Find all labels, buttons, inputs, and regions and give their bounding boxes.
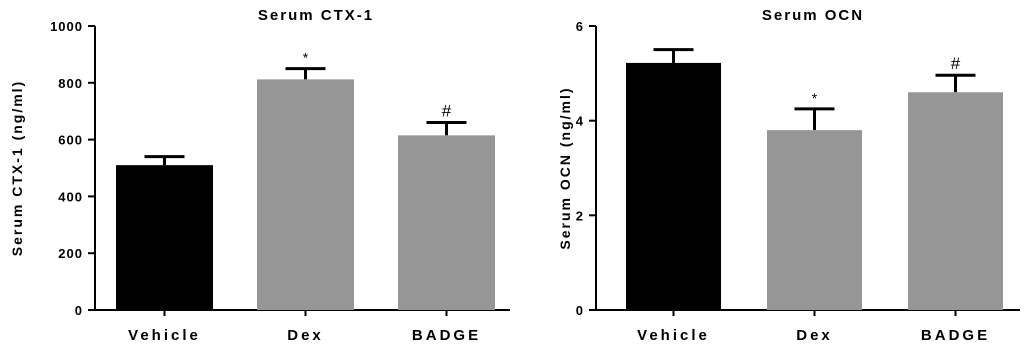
bar-ocn-dex <box>767 130 862 310</box>
y-tick-label-ctx1: 0 <box>75 303 83 318</box>
y-tick-label-ctx1: 200 <box>58 246 83 261</box>
x-tick-label-ctx1: Dex <box>287 327 324 344</box>
chart-serum-ctx1: Serum CTX-1 Serum CTX-1 (ng/ml) 0 200 400 600… <box>9 7 510 344</box>
x-tick-label-ocn: Vehicle <box>637 327 710 344</box>
y-axis-label-ctx1: Serum CTX-1 (ng/ml) <box>9 80 25 256</box>
bar-ctx1-dex <box>257 79 354 310</box>
y-tick-label-ocn: 0 <box>576 303 584 318</box>
y-tick-label-ctx1: 600 <box>58 133 83 148</box>
y-axis-label-ocn: Serum OCN (ng/ml) <box>557 86 573 249</box>
chart-serum-ocn: Serum OCN Serum OCN (ng/ml) 0 2 4 6 Vehicle Dex… <box>557 7 1020 344</box>
x-tick-label-ocn: BADGE <box>921 327 990 344</box>
x-tick-label-ctx1: BADGE <box>412 327 481 344</box>
bar-ocn-vehicle <box>626 62 721 310</box>
chart-title-ctx1: Serum CTX-1 <box>258 7 374 24</box>
y-tick-label-ctx1: 1000 <box>50 19 83 34</box>
chart-title-ocn: Serum OCN <box>762 7 864 24</box>
y-tick-label-ocn: 2 <box>576 208 584 223</box>
y-tick-label-ctx1: 400 <box>58 189 83 204</box>
bar-ctx1-vehicle <box>116 165 213 310</box>
significance-marker-ocn: * <box>812 90 818 106</box>
y-tick-label-ocn: 4 <box>576 114 584 129</box>
significance-marker-ctx1: * <box>303 50 309 66</box>
bar-ctx1-badge <box>398 135 495 310</box>
y-tick-label-ocn: 6 <box>576 19 584 34</box>
y-tick-label-ctx1: 800 <box>58 76 83 91</box>
x-tick-label-ctx1: Vehicle <box>128 327 201 344</box>
bar-ocn-badge <box>908 92 1003 311</box>
significance-marker-ctx1: # <box>442 102 452 121</box>
significance-marker-ocn: # <box>951 54 961 73</box>
x-tick-label-ocn: Dex <box>796 327 833 344</box>
